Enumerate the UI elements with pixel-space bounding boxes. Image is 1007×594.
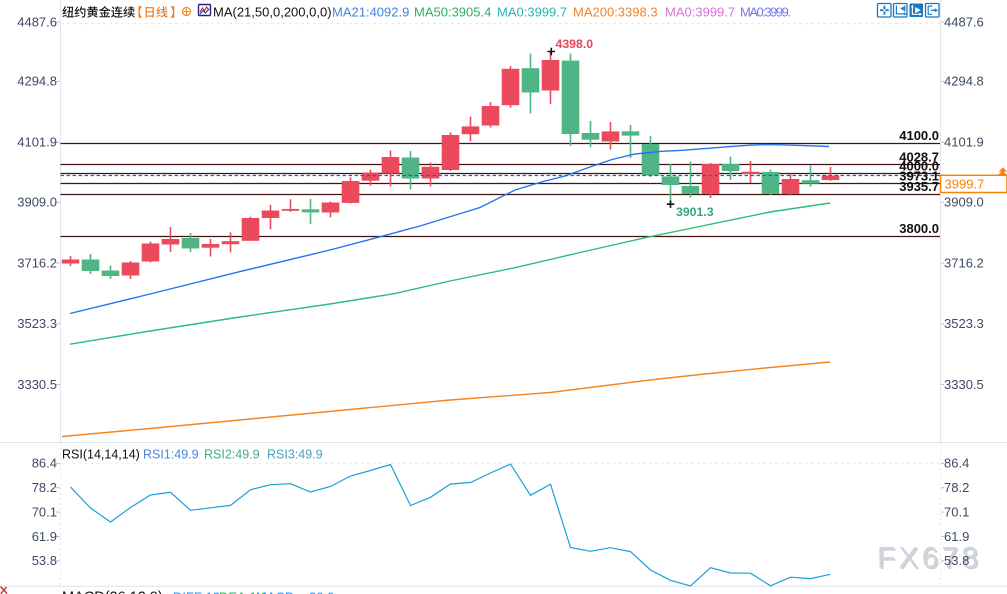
svg-text:FX678: FX678 xyxy=(878,543,982,576)
svg-text:RSI(14,14,14): RSI(14,14,14) xyxy=(62,448,140,462)
svg-text:MA21:4092.9: MA21:4092.9 xyxy=(332,5,409,20)
svg-text:86.4: 86.4 xyxy=(32,456,57,471)
svg-text:MACD:: MACD: xyxy=(256,589,298,594)
svg-text:MA200:3398.3: MA200:3398.3 xyxy=(573,5,658,20)
svg-text:3716.2: 3716.2 xyxy=(944,255,984,270)
svg-text:MA50:3905.4: MA50:3905.4 xyxy=(414,5,491,20)
svg-text:3330.5: 3330.5 xyxy=(944,377,984,392)
svg-text:4294.8: 4294.8 xyxy=(944,74,984,89)
svg-text:3935.7: 3935.7 xyxy=(899,179,939,194)
svg-text:3523.3: 3523.3 xyxy=(17,316,57,331)
svg-text:70.1: 70.1 xyxy=(32,504,57,519)
svg-text:3999.7: 3999.7 xyxy=(945,176,985,191)
svg-text:FX678: FX678 xyxy=(877,542,981,575)
svg-text:78.2: 78.2 xyxy=(32,480,57,495)
svg-text:4100.0: 4100.0 xyxy=(899,128,939,143)
svg-text:4487.6: 4487.6 xyxy=(944,14,984,29)
svg-text:MACD(26,12,9): MACD(26,12,9) xyxy=(62,589,163,594)
svg-text:3523.3: 3523.3 xyxy=(944,316,984,331)
svg-text:20.0: 20.0 xyxy=(309,589,334,594)
svg-text:MA0:3999.7: MA0:3999.7 xyxy=(665,5,735,20)
svg-text:4000.0: 4000.0 xyxy=(899,159,939,174)
svg-text:4028.7: 4028.7 xyxy=(899,150,939,165)
svg-text:4294.8: 4294.8 xyxy=(17,74,57,89)
svg-text:MA0:3999.7: MA0:3999.7 xyxy=(497,5,567,20)
svg-text:3330.5: 3330.5 xyxy=(17,377,57,392)
svg-text:MA(21,50,0,200,0,0): MA(21,50,0,200,0,0) xyxy=(213,5,332,20)
svg-text:3800.0: 3800.0 xyxy=(899,221,939,236)
svg-text:3909.0: 3909.0 xyxy=(944,195,984,210)
svg-text:RSI3:49.9: RSI3:49.9 xyxy=(267,448,323,462)
svg-text:3716.2: 3716.2 xyxy=(17,255,57,270)
svg-text:53.8: 53.8 xyxy=(944,553,969,568)
svg-text:4487.6: 4487.6 xyxy=(17,14,57,29)
svg-text:86.4: 86.4 xyxy=(944,456,969,471)
svg-text:70.1: 70.1 xyxy=(944,504,969,519)
svg-text:3901.3: 3901.3 xyxy=(676,205,714,219)
svg-text:4398.0: 4398.0 xyxy=(556,37,594,51)
svg-text:DEA:1.1: DEA:1.1 xyxy=(219,589,267,594)
svg-text:4101.9: 4101.9 xyxy=(17,135,57,150)
svg-text:78.2: 78.2 xyxy=(944,480,969,495)
svg-text:61.9: 61.9 xyxy=(32,529,57,544)
svg-text:3909.0: 3909.0 xyxy=(17,195,57,210)
svg-text:RSI2:49.9: RSI2:49.9 xyxy=(204,448,260,462)
svg-text:DIFF:13: DIFF:13 xyxy=(173,589,220,594)
svg-text:4101.9: 4101.9 xyxy=(944,135,984,150)
svg-text:53.8: 53.8 xyxy=(32,553,57,568)
svg-text:61.9: 61.9 xyxy=(944,529,969,544)
svg-text:MA0:3999.: MA0:3999. xyxy=(740,5,791,20)
svg-text:3973.1: 3973.1 xyxy=(899,169,939,184)
svg-text:RSI1:49.9: RSI1:49.9 xyxy=(143,448,199,462)
